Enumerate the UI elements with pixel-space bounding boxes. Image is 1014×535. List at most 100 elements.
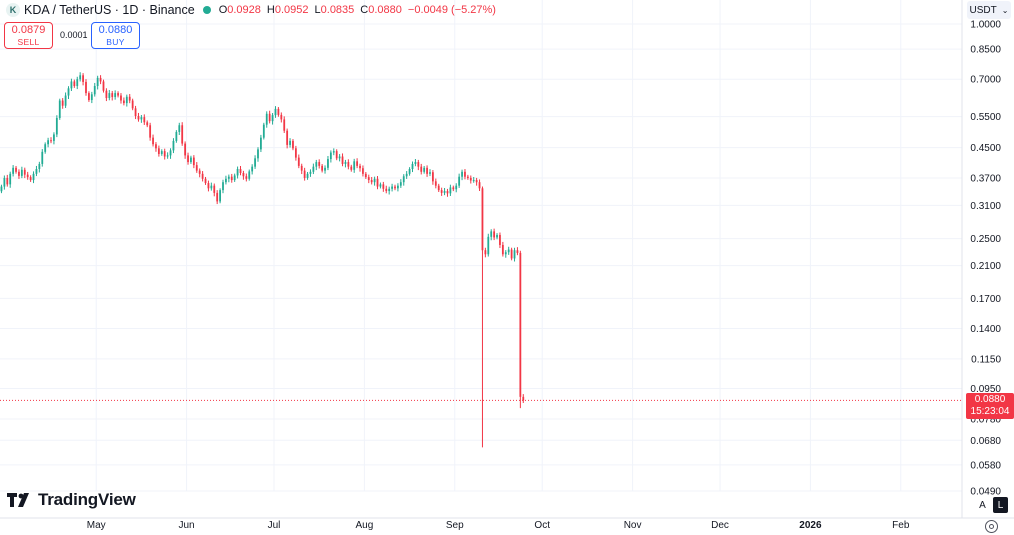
candle-body xyxy=(481,188,484,251)
candle-body xyxy=(280,114,283,120)
candle-body xyxy=(446,191,449,194)
symbol-header: K KDA / TetherUS · 1D · Binance O0.0928 … xyxy=(6,2,496,18)
candle-body xyxy=(190,157,192,163)
candle-body xyxy=(370,180,373,183)
candle-body xyxy=(15,167,17,172)
candle-body xyxy=(222,182,224,191)
candle-body xyxy=(260,137,262,150)
candle-body xyxy=(201,173,204,179)
price-change: −0.0049 (−5.27%) xyxy=(407,4,496,16)
candle-body xyxy=(225,178,227,183)
symbol-title[interactable]: KDA / TetherUS · 1D · Binance xyxy=(24,3,195,17)
candle-body xyxy=(204,178,207,184)
candle-body xyxy=(510,249,513,259)
candle-body xyxy=(382,184,385,189)
buy-button[interactable]: 0.0880 BUY xyxy=(91,22,140,49)
candle-body xyxy=(408,169,411,174)
candle-body xyxy=(99,77,102,82)
candle-body xyxy=(431,172,434,182)
candle-body xyxy=(195,165,198,171)
candle-body xyxy=(3,177,6,187)
log-scale-button[interactable]: L xyxy=(993,497,1008,513)
candle-body xyxy=(117,93,119,96)
gear-icon[interactable] xyxy=(985,520,998,533)
candle-body xyxy=(55,117,58,135)
candle-body xyxy=(67,88,70,96)
candle-body xyxy=(335,151,338,159)
candle-body xyxy=(61,100,64,106)
candle-body xyxy=(152,137,154,145)
y-tick-label: 0.1400 xyxy=(970,324,1001,335)
candle-body xyxy=(155,144,157,149)
candle-body xyxy=(166,155,169,157)
currency-label: USDT xyxy=(969,4,997,16)
candle-body xyxy=(181,125,184,144)
currency-selector[interactable]: USDT ⌄ xyxy=(967,1,1011,19)
candle-body xyxy=(198,170,201,174)
candle-body xyxy=(187,155,189,163)
candle-body xyxy=(82,75,84,82)
candle-body xyxy=(76,79,79,87)
candle-body xyxy=(501,244,504,255)
candle-body xyxy=(364,173,367,178)
candle-body xyxy=(236,169,239,176)
candle-body xyxy=(516,250,519,253)
candle-body xyxy=(484,250,487,255)
y-tick-label: 0.5500 xyxy=(970,112,1001,123)
candle-body xyxy=(493,231,496,238)
candle-body xyxy=(347,162,350,167)
candle-body xyxy=(0,186,3,192)
auto-scale-button[interactable]: A xyxy=(979,499,986,511)
y-tick-label: 0.0950 xyxy=(970,384,1001,395)
candle-body xyxy=(73,81,76,87)
x-tick-label: Dec xyxy=(711,520,729,531)
candle-body xyxy=(405,173,408,177)
y-tick-label: 0.7000 xyxy=(970,75,1001,86)
candle-body xyxy=(475,180,478,183)
brand-name: TradingView xyxy=(38,490,136,509)
y-tick-label: 0.1150 xyxy=(971,354,1001,365)
candle-body xyxy=(507,249,510,253)
x-tick-label: Feb xyxy=(892,520,910,531)
candle-body xyxy=(437,185,440,191)
candle-body xyxy=(356,161,359,166)
candle-body xyxy=(306,173,309,178)
candle-body xyxy=(29,177,32,181)
candle-body xyxy=(146,122,149,126)
ohlc-close: C0.0880 xyxy=(360,4,402,16)
candle-body xyxy=(140,117,143,120)
sell-button[interactable]: 0.0879 SELL xyxy=(4,22,53,49)
candle-body xyxy=(327,159,329,168)
candle-body xyxy=(385,188,388,192)
candle-body xyxy=(239,169,242,174)
x-tick-label: Sep xyxy=(446,520,464,531)
candle-body xyxy=(38,163,41,170)
candle-body xyxy=(233,175,236,181)
candle-body xyxy=(105,90,108,99)
buy-price: 0.0880 xyxy=(98,24,133,36)
y-tick-label: 1.0000 xyxy=(970,20,1001,31)
candle-body xyxy=(143,117,146,123)
tradingview-logo[interactable]: TradingView xyxy=(7,489,136,511)
candle-body xyxy=(114,93,117,98)
y-tick-label: 0.2500 xyxy=(970,234,1001,245)
candle-body xyxy=(490,231,493,237)
candle-body xyxy=(292,140,294,149)
last-price-label: 0.0880 15:23:04 xyxy=(966,393,1014,419)
candle-body xyxy=(472,180,475,182)
candle-body xyxy=(469,177,472,181)
candle-body xyxy=(426,167,428,174)
candle-body xyxy=(504,252,507,255)
candle-body xyxy=(230,176,233,181)
candle-body xyxy=(274,108,277,116)
candle-body xyxy=(353,161,356,170)
candle-body xyxy=(131,100,134,109)
candle-body xyxy=(169,150,172,156)
candle-body xyxy=(344,162,347,164)
candle-body xyxy=(379,184,382,187)
candle-body xyxy=(120,95,122,101)
candle-body xyxy=(251,166,254,172)
candle-body xyxy=(440,190,443,193)
candle-body xyxy=(461,171,463,177)
